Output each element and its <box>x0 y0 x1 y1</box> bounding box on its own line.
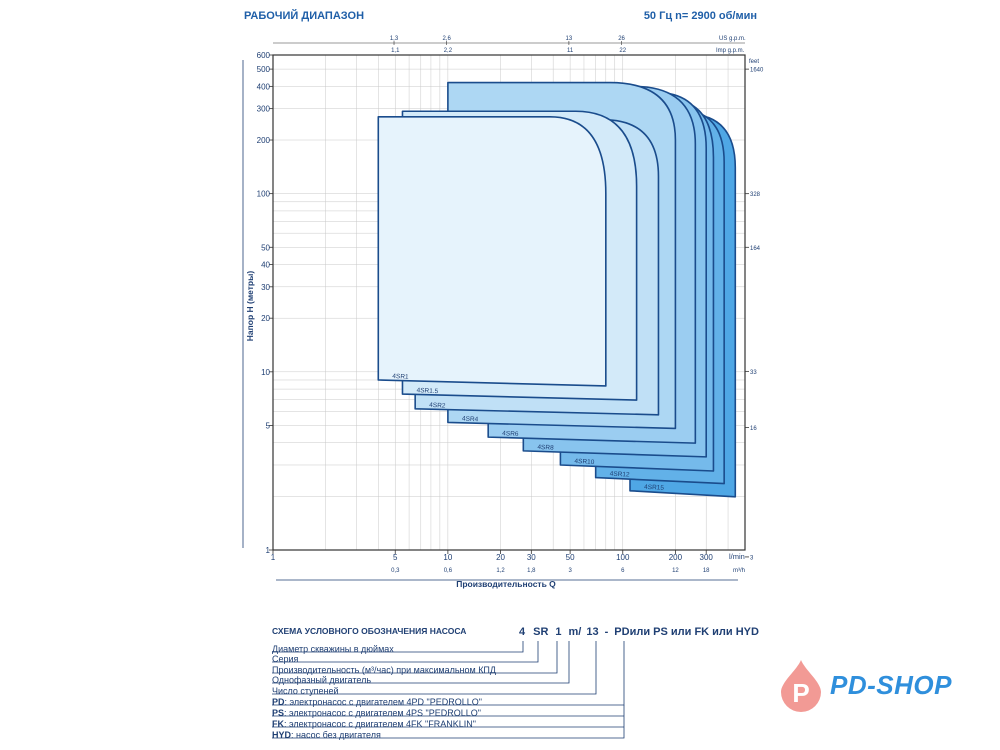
x-tick-label: 30 <box>527 553 536 562</box>
x-tick-label: 100 <box>616 553 630 562</box>
x-tick-label: 200 <box>669 553 683 562</box>
x-tick-label: 20 <box>496 553 505 562</box>
legend-row-capacity: Производительность (м³/час) при максимал… <box>272 665 496 675</box>
y-tick-label: 30 <box>261 283 270 292</box>
x-tick-label: 50 <box>566 553 575 562</box>
connector-hyd <box>272 705 625 739</box>
y-tick-label: 50 <box>261 243 270 252</box>
legend-row-ps: PS: электронасос с двигателем 4PS "PEDRO… <box>272 708 481 718</box>
top-unit-us: US g.p.m. <box>719 36 746 42</box>
connector-capacity <box>272 641 558 674</box>
plot-frame <box>272 54 746 551</box>
x-tick-m3h-label: 18 <box>703 568 710 574</box>
y-tick-label: 100 <box>257 190 271 199</box>
code-diameter: 4 <box>519 626 526 638</box>
connector-series <box>272 641 539 663</box>
feet-tick-label: 33 <box>750 370 757 376</box>
connector-stages <box>272 641 597 695</box>
y-tick-label: 40 <box>261 261 270 270</box>
y-tick-label: 600 <box>257 51 271 60</box>
feet-tick-label: 16 <box>750 426 757 432</box>
top-tick-us-label: 2,6 <box>442 36 451 42</box>
x-unit-m3h: m³/h <box>733 568 745 574</box>
y-tick-label: 200 <box>257 136 271 145</box>
x-tick-m3h-label: 1,8 <box>527 568 536 574</box>
axes: 1510203040501002003004005006003163316432… <box>242 36 764 581</box>
x-tick-label: 10 <box>443 553 452 562</box>
legend-row-fk: FK: электронасос с двигателем 4FK "FRANK… <box>272 719 476 729</box>
code-dash: - <box>604 626 609 638</box>
y-tick-label: 1 <box>266 546 271 555</box>
top-tick-us-label: 26 <box>618 36 625 42</box>
y-tick-label: 300 <box>257 105 271 114</box>
logo-text: PD-SHOP <box>830 670 952 700</box>
series-label: 4SR1.5 <box>416 387 438 395</box>
series-label: 4SR2 <box>429 402 446 410</box>
x-tick-m3h-label: 1,2 <box>496 568 505 574</box>
legend-row-diameter: Диаметр скважины в дюймах <box>272 644 394 654</box>
series-label: 4SR6 <box>502 430 519 438</box>
connector-single-phase <box>272 641 570 684</box>
top-tick-imp-label: 22 <box>619 48 626 54</box>
series-label: 4SR12 <box>610 471 631 479</box>
x-tick-m3h-label: 0,6 <box>444 568 453 574</box>
legend-row-pd: PD: электронасос с двигателем 4PD "PEDRO… <box>272 697 482 707</box>
y-tick-label: 10 <box>261 368 270 377</box>
x-tick-label: 5 <box>393 553 398 562</box>
y-tick-label: 400 <box>257 82 271 91</box>
top-tick-us-label: 1,3 <box>390 36 399 42</box>
series-label: 4SR15 <box>644 484 665 492</box>
x-tick-m3h-label: 3 <box>568 568 572 574</box>
legend-row-stages: Число ступеней <box>272 686 339 696</box>
range-4sr1 <box>377 115 607 387</box>
y-tick-label: 20 <box>261 314 270 323</box>
legend-row-hyd: HYD: насос без двигателя <box>272 730 381 740</box>
legend-row-series: Серия <box>272 654 299 664</box>
legend-connectors <box>272 641 625 739</box>
svg-text:P: P <box>792 678 809 708</box>
feet-tick-label: 328 <box>750 192 761 198</box>
x-tick-m3h-label: 6 <box>621 568 625 574</box>
x-unit-lmin: l/min <box>729 552 745 561</box>
x-tick-label: 1 <box>271 553 276 562</box>
code-series: SR <box>533 626 549 638</box>
x-tick-m3h-label: 0,3 <box>391 568 400 574</box>
pump-code-legend: СХЕМА УСЛОВНОГО ОБОЗНАЧЕНИЯ НАСОСА Диаме… <box>272 622 792 747</box>
feet-tick-label: 1640 <box>750 68 764 74</box>
top-tick-imp-label: 2,2 <box>444 48 453 54</box>
pd-shop-logo[interactable]: P PD-SHOP <box>775 658 975 713</box>
code-motor: PD <box>614 626 630 638</box>
curves: 4SR15 4SR12 4SR10 4SR8 4SR6 4SR4 4SR2 4SR1.5 4SR… <box>377 81 737 498</box>
feet-tick-label: 3 <box>750 555 754 561</box>
drop-icon: P <box>781 660 821 712</box>
pump-code: 4 SR 1 m/13- PD или PS или FK или HYD <box>519 626 759 638</box>
x-tick-m3h-label: 12 <box>672 568 679 574</box>
x-axis-label: Производительность Q <box>456 579 556 589</box>
code-phase: m/ <box>568 626 582 638</box>
series-label: 4SR8 <box>537 444 554 452</box>
code-stages: 13 <box>586 626 599 638</box>
series-label: 4SR4 <box>462 415 479 423</box>
series-label: 4SR10 <box>574 458 595 466</box>
x-tick-label: 300 <box>700 553 714 562</box>
y-tick-label: 500 <box>257 65 271 74</box>
legend-caption: СХЕМА УСЛОВНОГО ОБОЗНАЧЕНИЯ НАСОСА <box>272 626 467 636</box>
performance-chart: 4SR154SR124SR104SR84SR64SR44SR24SR1.54SR… <box>242 36 764 589</box>
top-tick-imp-label: 11 <box>567 48 574 54</box>
feet-tick-label: 164 <box>750 246 761 252</box>
code-capacity: 1 <box>555 626 562 638</box>
y-tick-label: 5 <box>266 421 271 430</box>
series-label: 4SR1 <box>392 373 409 381</box>
chart-title: РАБОЧИЙ ДИАПАЗОН <box>244 10 365 22</box>
y-axis-label: Напор H (метры) <box>245 271 255 342</box>
top-unit-imp: Imp g.p.m. <box>716 48 745 54</box>
code-motor-alternatives: или PS или FK или HYD <box>629 626 759 638</box>
top-tick-us-label: 13 <box>566 36 573 42</box>
chart-subtitle: 50 Гц n= 2900 об/мин <box>643 10 757 22</box>
top-tick-imp-label: 1,1 <box>391 48 400 54</box>
legend-row-single-phase: Однофазный двигатель <box>272 675 372 685</box>
feet-unit: feet <box>749 59 759 65</box>
connector-diameter <box>272 641 524 653</box>
